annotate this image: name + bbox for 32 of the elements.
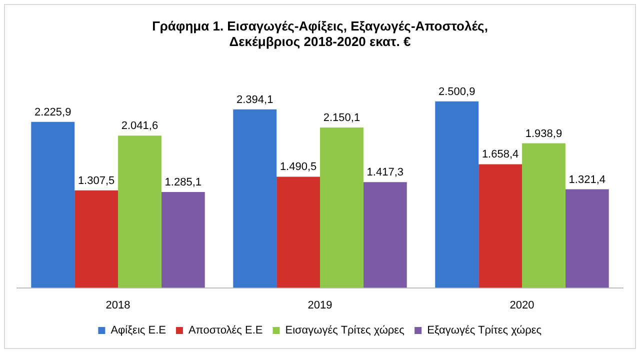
bar [522,143,566,288]
chart-title: Γράφημα 1. Εισαγωγές-Αφίξεις, Εξαγωγές-Αποστολές, Δεκέμβριος 2018-2020 εκατ. € [152,18,488,49]
bar [435,101,479,288]
data-label: 1.490,5 [280,161,317,174]
bar [320,128,364,288]
data-label: 2.150,1 [323,112,360,124]
x-tick-label: 2019 [308,299,332,312]
legend-label: Αφίξεις Ε.Ε [110,324,166,337]
legend-label: Αποστολές Ε.Ε [188,324,263,337]
bar [478,164,522,288]
x-tick-label: 2018 [106,299,130,312]
data-label: 1.321,4 [568,174,606,186]
bar [276,176,320,288]
data-label: 2.225,9 [34,106,72,118]
data-label: 1.938,9 [525,128,562,140]
data-label: 2.394,1 [236,94,274,106]
data-label: 2.041,6 [121,120,158,132]
bar [161,192,205,288]
bar [233,109,277,288]
bar [74,190,118,288]
data-label: 1.307,5 [78,174,115,187]
data-label: 1.417,3 [366,166,404,179]
data-label: 1.285,1 [164,176,202,189]
data-label: 2.500,9 [438,86,476,98]
bar [31,122,75,288]
legend-label: Εισαγωγές Τρίτες χώρες [285,324,404,337]
bar [363,182,407,288]
legend-label: Εξαγωγές Τρίτες χώρες [427,324,542,337]
data-label: 1.658,4 [482,148,519,161]
bar [565,189,609,288]
bar [118,136,162,288]
x-tick-label: 2020 [510,299,534,312]
